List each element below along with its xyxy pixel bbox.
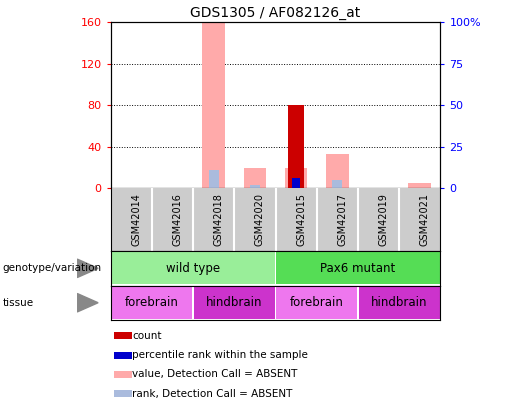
Text: GSM42018: GSM42018 — [214, 193, 224, 246]
Text: forebrain: forebrain — [125, 296, 179, 309]
Bar — [359, 287, 439, 319]
Bar — [209, 170, 219, 188]
Polygon shape — [77, 259, 98, 277]
Bar — [326, 154, 349, 188]
Bar — [285, 168, 307, 188]
Text: genotype/variation: genotype/variation — [3, 263, 101, 273]
Text: GSM42016: GSM42016 — [173, 193, 182, 246]
Bar — [114, 352, 132, 358]
Text: GSM42019: GSM42019 — [379, 193, 388, 246]
Bar — [114, 333, 132, 339]
Bar — [244, 168, 266, 188]
Text: GSM42015: GSM42015 — [296, 193, 306, 246]
Text: forebrain: forebrain — [290, 296, 344, 309]
Text: wild type: wild type — [166, 262, 220, 275]
Text: hindbrain: hindbrain — [206, 296, 263, 309]
Bar — [288, 105, 304, 188]
Text: GSM42014: GSM42014 — [131, 193, 141, 246]
Text: GSM42017: GSM42017 — [337, 193, 347, 246]
Bar — [277, 287, 357, 319]
Bar — [293, 178, 300, 188]
Text: percentile rank within the sample: percentile rank within the sample — [132, 350, 308, 360]
Bar — [114, 371, 132, 378]
Polygon shape — [77, 294, 98, 312]
Bar — [277, 252, 439, 284]
Text: Pax6 mutant: Pax6 mutant — [320, 262, 396, 275]
Text: count: count — [132, 331, 162, 341]
Bar — [332, 180, 342, 188]
Text: hindbrain: hindbrain — [371, 296, 427, 309]
Text: value, Detection Call = ABSENT: value, Detection Call = ABSENT — [132, 369, 298, 379]
Bar — [114, 390, 132, 397]
Bar — [112, 252, 274, 284]
Text: GSM42021: GSM42021 — [420, 193, 430, 246]
Text: tissue: tissue — [3, 298, 33, 308]
Text: GSM42020: GSM42020 — [255, 193, 265, 246]
Bar — [202, 22, 225, 188]
Bar — [250, 185, 260, 188]
Text: rank, Detection Call = ABSENT: rank, Detection Call = ABSENT — [132, 388, 293, 399]
Title: GDS1305 / AF082126_at: GDS1305 / AF082126_at — [191, 6, 360, 20]
Bar — [408, 183, 431, 188]
Bar — [194, 287, 274, 319]
Bar — [112, 287, 192, 319]
